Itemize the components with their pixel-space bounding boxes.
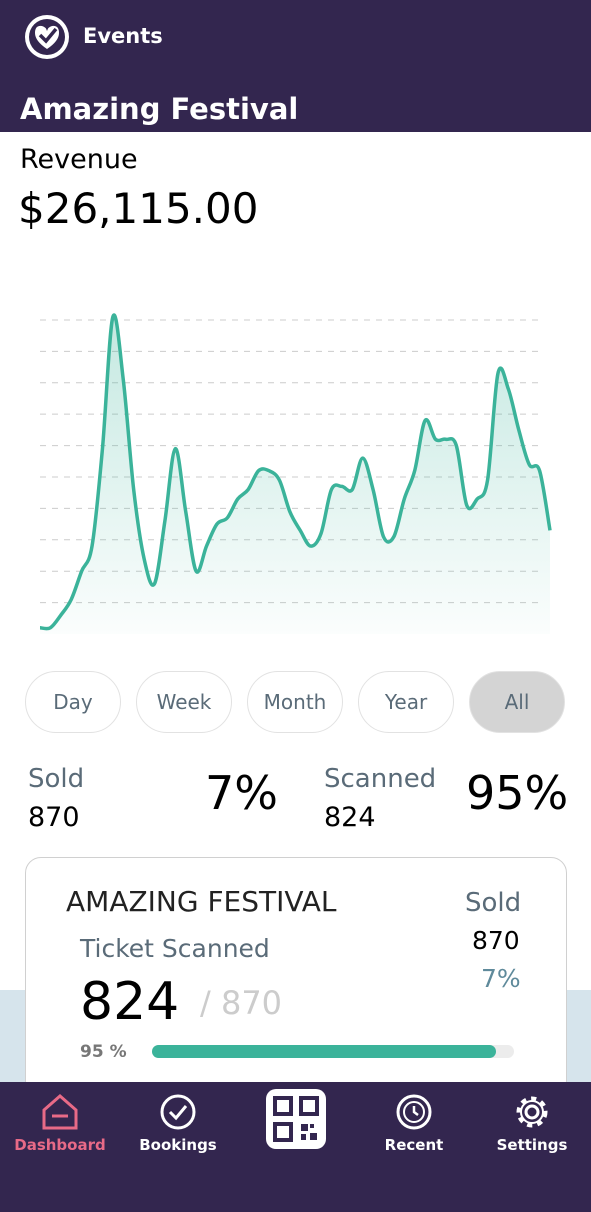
card-sold-label: Sold [465, 888, 522, 918]
card-sold-percent: 7% [481, 964, 521, 993]
ticket-scanned-label: Ticket Scanned [80, 934, 270, 963]
area-line [39, 313, 552, 631]
scanned-label: Scanned [324, 764, 437, 794]
sold-value: 870 [28, 802, 80, 833]
logo [25, 15, 69, 59]
range-button[interactable]: Day [25, 671, 121, 733]
progress-fill [152, 1045, 496, 1058]
revenue-amount: $26,115.00 [18, 184, 259, 233]
app-name: Events [83, 24, 163, 48]
range-button[interactable]: Month [247, 671, 343, 733]
total-count: / 870 [200, 984, 283, 1022]
nav-settings[interactable]: Settings [477, 1092, 587, 1154]
qr-scan-button[interactable] [264, 1087, 328, 1151]
nav-recent[interactable]: Recent [359, 1092, 469, 1154]
revenue-label: Revenue [20, 144, 138, 175]
nav-label: Recent [384, 1136, 444, 1154]
header [0, 0, 591, 132]
progress-track [152, 1045, 514, 1058]
nav-label: Dashboard [14, 1136, 106, 1154]
range-button[interactable]: All [469, 671, 565, 733]
progress-label: 95 % [80, 1042, 127, 1062]
card-sold-value: 870 [472, 926, 520, 955]
revenue-chart [39, 313, 552, 634]
range-button[interactable]: Year [358, 671, 454, 733]
nav-label: Bookings [139, 1136, 217, 1154]
card-title: AMAZING FESTIVAL [66, 885, 337, 918]
nav-label: Settings [496, 1136, 568, 1154]
scanned-value: 824 [324, 802, 376, 833]
sold-percent: 7% [205, 766, 278, 820]
area-fill [40, 315, 550, 634]
scanned-count: 824 [80, 972, 180, 1032]
scanned-percent: 95% [466, 766, 569, 820]
nav-dashboard[interactable]: Dashboard [5, 1092, 115, 1154]
range-button[interactable]: Week [136, 671, 232, 733]
nav-bookings[interactable]: Bookings [123, 1092, 233, 1154]
sold-label: Sold [28, 764, 85, 794]
event-title: Amazing Festival [20, 92, 299, 126]
